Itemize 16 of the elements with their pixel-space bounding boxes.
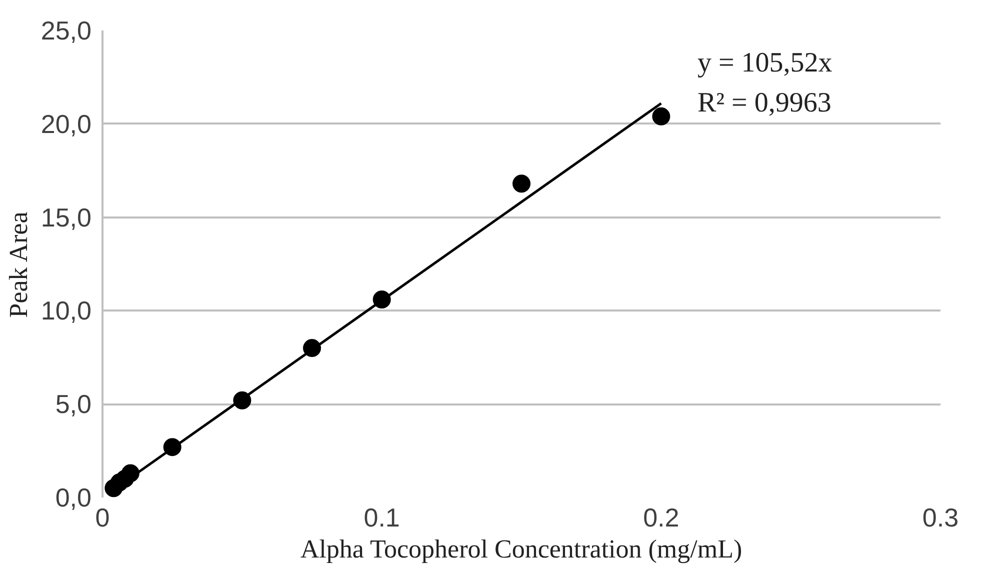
x-tick-label: 0.1: [364, 502, 400, 532]
annotation: R² = 0,9963: [697, 87, 832, 118]
y-tick-label: 25,0: [40, 16, 92, 46]
y-tick-label: 10,0: [40, 296, 92, 326]
x-tick-label: 0.3: [922, 502, 959, 532]
point: [652, 107, 670, 126]
x-axis-title: Alpha Tocopherol Concentration (mg/mL): [300, 534, 742, 564]
y-axis-title: Peak Area: [4, 211, 33, 318]
y-tick-label: 5,0: [55, 389, 92, 420]
y-tick-label: 15,0: [40, 202, 92, 232]
y-tick-label: 20,0: [40, 108, 92, 139]
x-tick-label: 0: [95, 502, 110, 532]
x-tick-label: 0.2: [643, 502, 680, 532]
y-tick-label: 0,0: [55, 482, 92, 512]
annotation: y = 105,52x: [697, 48, 832, 79]
point: [512, 174, 530, 193]
